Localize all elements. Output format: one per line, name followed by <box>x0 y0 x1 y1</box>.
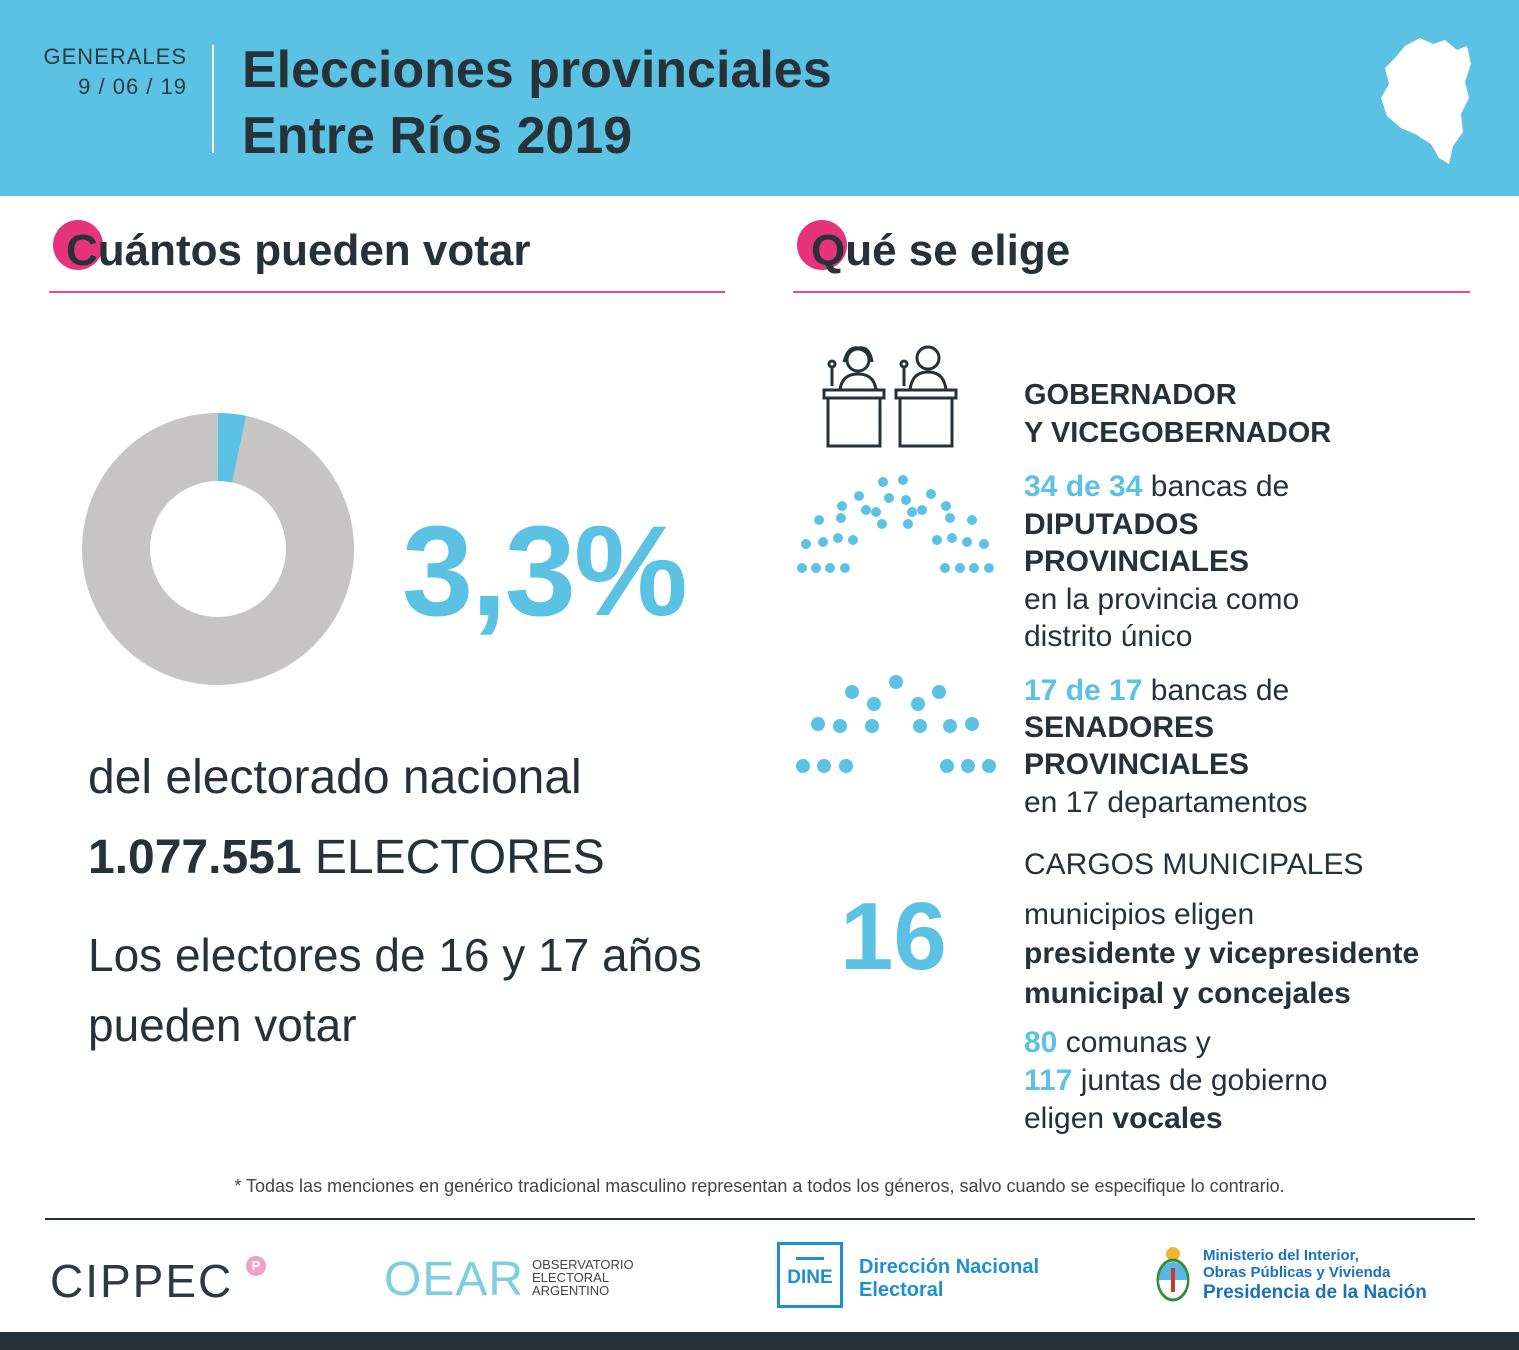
dine-logo-text: DINE <box>787 1267 833 1288</box>
ministry-line3: Presidencia de la Nación <box>1203 1282 1427 1303</box>
senadores-line1: 17 de 17 bancas de <box>1024 672 1289 710</box>
dine-line1: Dirección Nacional <box>859 1256 1040 1278</box>
senadores-rest: bancas de <box>1150 674 1290 707</box>
vocales-text: vocales <box>1112 1102 1223 1135</box>
header-date: 9 / 06 / 19 <box>78 74 187 99</box>
diputados-line2: DIPUTADOS <box>1024 508 1199 541</box>
electors-number: 1.077.551 <box>88 831 302 884</box>
gender-footnote: * Todas las menciones en genérico tradic… <box>234 1176 1285 1196</box>
diputados-rest: bancas de <box>1150 470 1290 503</box>
juntas-number: 117 <box>1024 1064 1073 1097</box>
entre-rios-map-icon <box>1381 38 1471 164</box>
gov-line2: Y VICEGOBERNADOR <box>1024 417 1332 449</box>
electorate-donut-chart <box>82 413 354 685</box>
oear-logo: OEAR <box>384 1253 525 1306</box>
eligen-text: eligen <box>1024 1102 1105 1135</box>
ministry-line2: Obras Públicas y Vivienda <box>1203 1264 1391 1281</box>
dine-name: Dirección Nacional Electoral <box>859 1256 1039 1302</box>
senadores-line3: PROVINCIALES <box>1024 748 1250 781</box>
electors-label: ELECTORES <box>314 831 605 884</box>
senate-seats-icon <box>796 675 996 773</box>
dine-logo-bar <box>796 1257 824 1260</box>
ministry-text: Ministerio del Interior, Obras Públicas … <box>1203 1247 1427 1305</box>
municipal-heading: CARGOS MUNICIPALES <box>1024 848 1364 881</box>
diputados-count: 34 de 34 <box>1024 470 1143 503</box>
section-title-voters: Cuántos pueden votar <box>66 226 531 275</box>
dine-line2: Electoral <box>859 1279 944 1301</box>
comunas-number: 80 <box>1024 1026 1058 1059</box>
percentage-value: 3,3% <box>402 500 688 643</box>
podium-candidates-icon <box>822 345 958 448</box>
cippec-wordmark: CIPPEC <box>50 1255 234 1307</box>
comunas-text: comunas y <box>1065 1026 1211 1059</box>
cippec-logo: CIPPEC <box>50 1254 233 1308</box>
diputados-line3: PROVINCIALES <box>1024 545 1250 578</box>
oear-subtitle: OBSERVATORIO ELECTORAL ARGENTINO <box>532 1258 634 1297</box>
oear-sub3: ARGENTINO <box>532 1283 610 1298</box>
section-title-elections: Qué se elige <box>811 226 1071 275</box>
oear-sub1: OBSERVATORIO <box>532 1257 634 1272</box>
electorate-subtitle: del electorado nacional <box>88 751 582 804</box>
senadores-count: 17 de 17 <box>1024 674 1143 707</box>
donut-share-slice <box>217 413 246 483</box>
header-divider <box>212 45 214 153</box>
municipal-line2: presidente y vicepresidente <box>1024 937 1420 970</box>
gov-line1: GOBERNADOR <box>1024 379 1237 411</box>
page-title-line1: Elecciones provinciales <box>242 41 832 99</box>
diputados-line5: distrito único <box>1024 620 1193 653</box>
oear-sub2: ELECTORAL <box>532 1270 610 1285</box>
section-rule-left <box>49 291 725 293</box>
electors-line: 1.077.551 ELECTORES <box>88 830 605 885</box>
dine-logo: DINE <box>777 1242 843 1308</box>
senadores-line2: SENADORES <box>1024 711 1215 744</box>
chamber-seats-icon <box>797 475 994 573</box>
header-banner <box>0 0 1519 196</box>
cippec-badge: P <box>246 1256 266 1276</box>
diputados-line1: 34 de 34 bancas de <box>1024 468 1289 506</box>
section-rule-right <box>793 291 1470 293</box>
municipal-line1: municipios eligen <box>1024 898 1255 931</box>
bottom-bar <box>0 1332 1519 1350</box>
footer-rule <box>45 1218 1475 1220</box>
header-kicker: GENERALES <box>43 44 187 69</box>
national-coat-of-arms-icon <box>1156 1247 1190 1302</box>
senadores-line4: en 17 departamentos <box>1024 786 1308 819</box>
juntas-line: 117 juntas de gobierno <box>1024 1062 1328 1100</box>
section-bullet-dot <box>797 220 847 270</box>
juntas-text: juntas de gobierno <box>1080 1064 1328 1097</box>
comunas-line: 80 comunas y <box>1024 1024 1211 1062</box>
ministry-line1: Ministerio del Interior, <box>1203 1247 1359 1264</box>
municipios-number: 16 <box>840 883 947 990</box>
vocales-line: eligen vocales <box>1024 1100 1223 1138</box>
section-bullet-dot <box>53 220 103 270</box>
municipal-line3: municipal y concejales <box>1024 977 1351 1010</box>
diputados-line4: en la provincia como <box>1024 583 1300 616</box>
page-title-line2: Entre Ríos 2019 <box>242 107 633 165</box>
note-line2: pueden votar <box>88 999 357 1051</box>
note-line1: Los electores de 16 y 17 años <box>88 929 702 981</box>
